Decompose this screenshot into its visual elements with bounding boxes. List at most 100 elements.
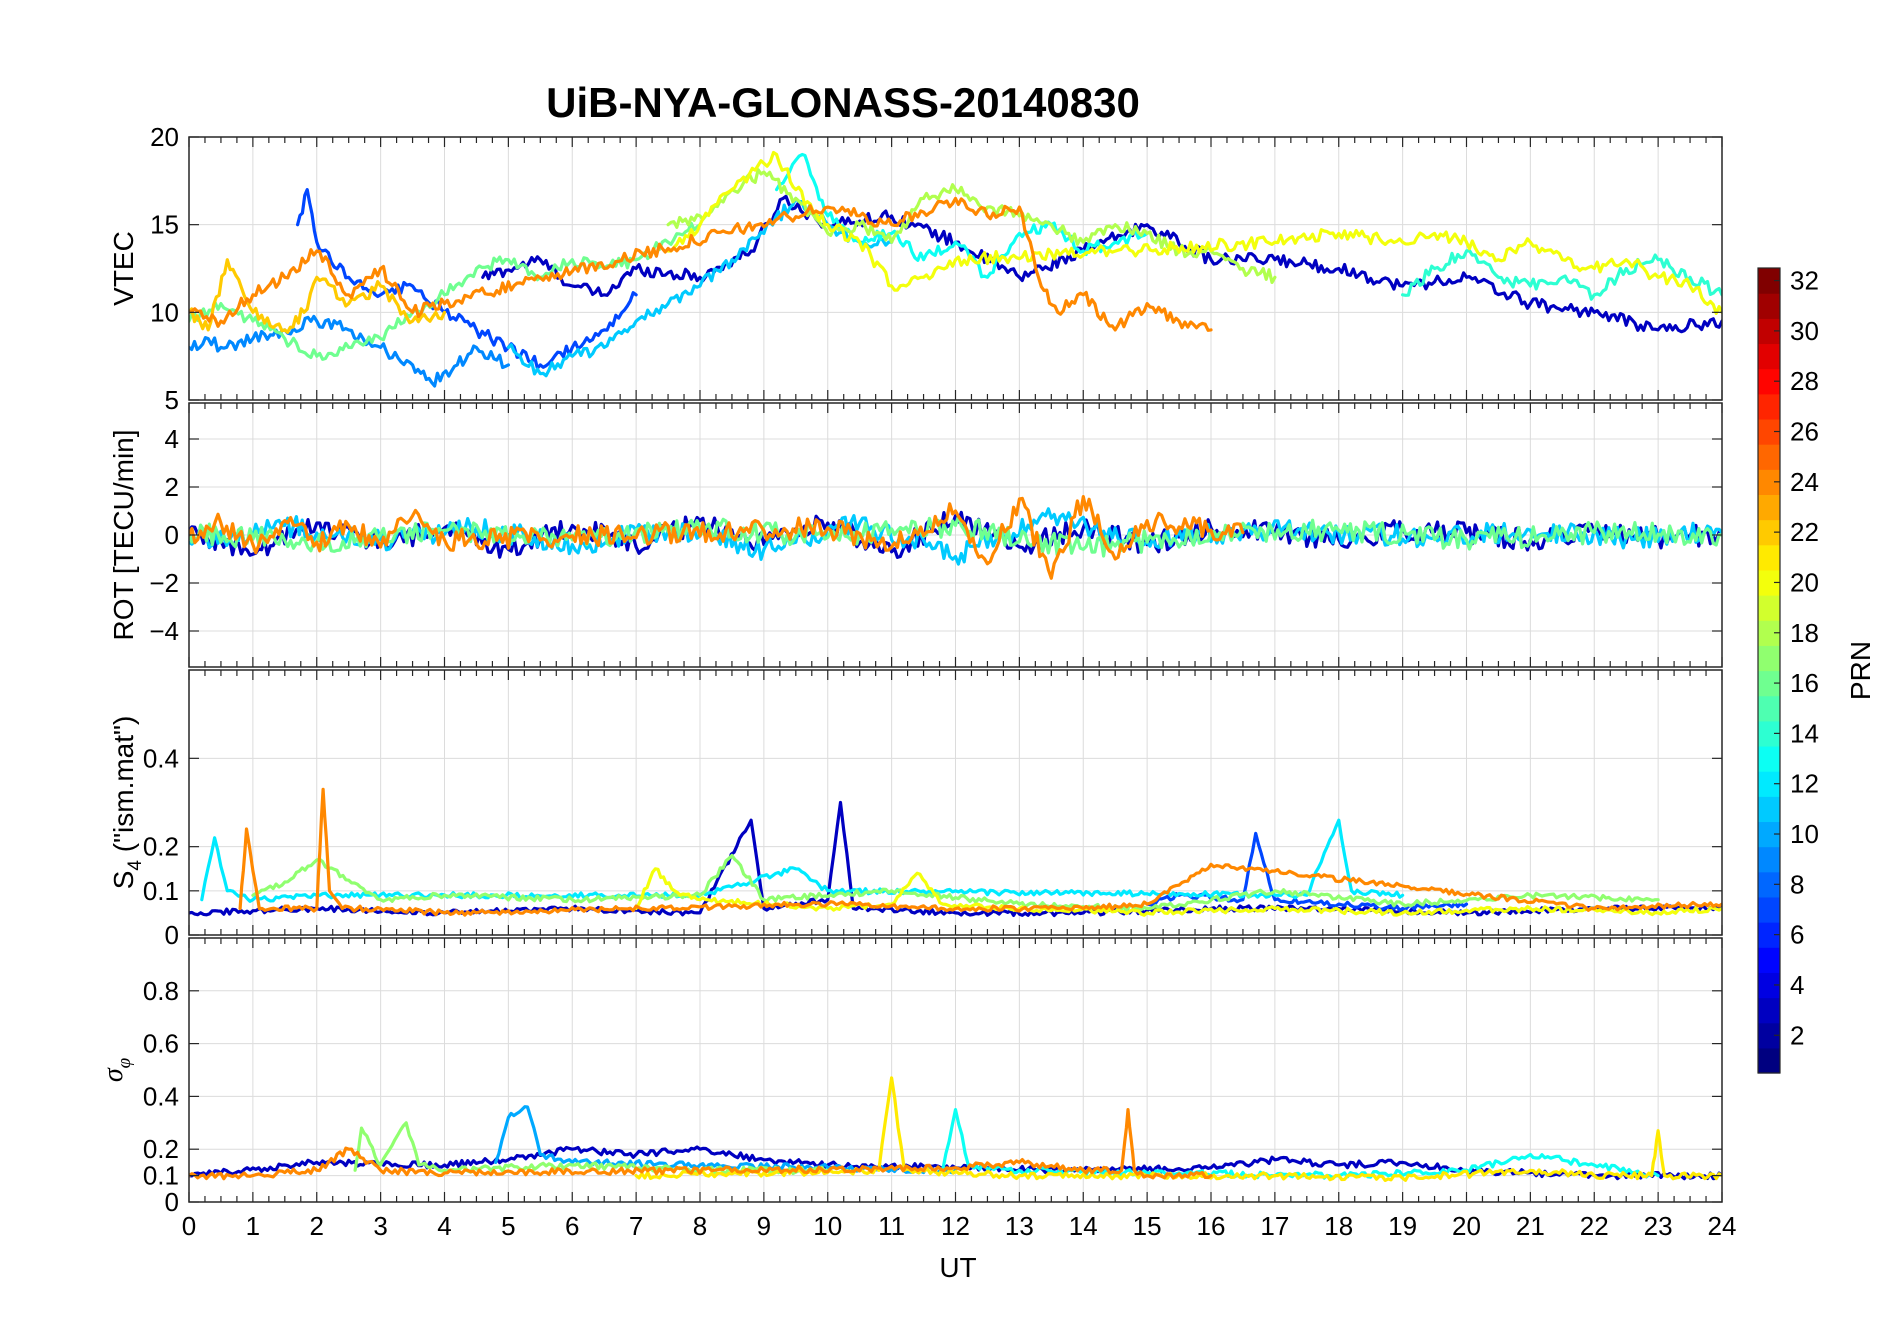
x-tick-label: 22 [1580, 1211, 1609, 1241]
x-tick-label: 19 [1388, 1211, 1417, 1241]
colorbar-tick-label: 14 [1790, 718, 1819, 748]
y-tick-label: −2 [149, 568, 179, 598]
colorbar-swatch [1758, 896, 1780, 923]
y-tick-label: −4 [149, 616, 179, 646]
series-prn-3 [189, 510, 1722, 559]
y-tick-label: 0 [165, 520, 179, 550]
series-prn-17 [251, 853, 1660, 912]
x-tick-label: 2 [310, 1211, 324, 1241]
panel-s4: 0 0.1 0.2 0.4S4 ("ism.mat") [108, 669, 1723, 950]
series-prn-24 [189, 196, 1213, 332]
colorbar-swatch [1758, 871, 1780, 898]
colorbar-swatch [1758, 1022, 1780, 1049]
y-tick-label: 0.4 [143, 743, 179, 773]
colorbar-swatch [1758, 268, 1780, 294]
series-prn-7 [1145, 831, 1469, 912]
colorbar-swatch [1758, 494, 1780, 521]
y-tick-label: 15 [150, 210, 179, 240]
x-tick-label: 17 [1260, 1211, 1289, 1241]
colorbar-tick-label: 22 [1790, 517, 1819, 547]
colorbar-swatch [1758, 821, 1780, 848]
colorbar-swatch [1758, 318, 1780, 345]
colorbar-tick-label: 24 [1790, 467, 1819, 497]
colorbar-tick-label: 2 [1790, 1020, 1804, 1050]
y-tick-label: 4 [165, 424, 179, 454]
colorbar-swatch [1758, 595, 1780, 621]
colorbar-swatch [1758, 997, 1780, 1024]
colorbar-swatch [1758, 846, 1780, 873]
y-tick-label: 0.8 [143, 976, 179, 1006]
colorbar-swatch [1758, 343, 1780, 370]
colorbar-swatch [1758, 469, 1780, 496]
y-tick-label: 0.2 [143, 1134, 179, 1164]
series-prn-3 [481, 194, 1722, 334]
colorbar-swatch [1758, 620, 1780, 646]
colorbar-tick-label: 12 [1790, 769, 1819, 799]
colorbar-swatch [1758, 1047, 1780, 1074]
x-tick-label: 24 [1708, 1211, 1737, 1241]
series-prn-24 [189, 495, 1245, 580]
colorbar-tick-label: 18 [1790, 618, 1819, 648]
colorbar-tick-label: 16 [1790, 668, 1819, 698]
panel-vtec: 5 10 15 20 VTEC [108, 122, 1723, 415]
series-prn-9 [189, 314, 510, 388]
traces [189, 1076, 1722, 1182]
y-tick-label: 20 [150, 122, 179, 152]
colorbar-swatch [1758, 418, 1780, 445]
colorbar-swatch [1758, 293, 1780, 319]
x-tick-label: 3 [373, 1211, 387, 1241]
x-tick-label: 7 [629, 1211, 643, 1241]
y-axis-label: VTEC [108, 231, 139, 306]
x-tick-label: 21 [1516, 1211, 1545, 1241]
colorbar-swatch [1758, 544, 1780, 571]
colorbar-tick-label: 10 [1790, 819, 1819, 849]
y-tick-label: 0 [165, 1187, 179, 1217]
series-prn-12 [200, 818, 1405, 903]
traces [189, 495, 1722, 580]
panel-sigma_phi: 00.10.20.40.60.80 1 2 3 4 5 6 7 8 9 10 11 12 13 14 15 16… [98, 937, 1737, 1241]
x-tick-label: 1 [246, 1211, 260, 1241]
colorbar-swatch [1758, 796, 1780, 823]
y-axis-label: ROT [TECU/min] [108, 429, 139, 640]
traces [189, 150, 1722, 388]
colorbar-swatch [1758, 368, 1780, 395]
colorbar-swatch [1758, 393, 1780, 420]
colorbar-swatch [1758, 972, 1780, 999]
series-prn-14 [1401, 248, 1722, 301]
x-tick-label: 10 [813, 1211, 842, 1241]
y-tick-label: 0.4 [143, 1081, 179, 1111]
y-tick-label: 5 [165, 385, 179, 415]
series-prn-24 [238, 787, 1722, 917]
colorbar-swatch [1758, 670, 1780, 697]
colorbar-tick-label: 6 [1790, 920, 1804, 950]
colorbar-swatch [1758, 444, 1780, 470]
x-tick-label: 16 [1197, 1211, 1226, 1241]
colorbar-tick-label: 28 [1790, 366, 1819, 396]
colorbar-tick-label: 8 [1790, 869, 1804, 899]
colorbar-label: PRN [1845, 641, 1876, 700]
series-prn-13 [775, 152, 1149, 279]
colorbar-frame [1757, 267, 1781, 1074]
colorbar-tick-label: 4 [1790, 970, 1804, 1000]
panel-rot: −4 −2 0 2 4 ROT [TECU/min] [108, 402, 1723, 668]
colorbar-swatch [1758, 645, 1780, 672]
x-tick-label: 14 [1069, 1211, 1098, 1241]
series-prn-24 [189, 1108, 1213, 1181]
colorbar-tick-label: 32 [1790, 266, 1819, 296]
series-prn-22 [189, 258, 447, 334]
x-tick-label: 18 [1324, 1211, 1353, 1241]
y-tick-label: 2 [165, 472, 179, 502]
x-tick-label: 12 [941, 1211, 970, 1241]
y-tick-label: 0 [165, 920, 179, 950]
y-tick-label: 10 [150, 297, 179, 327]
x-tick-label: 13 [1005, 1211, 1034, 1241]
colorbar-tick-label: 20 [1790, 567, 1819, 597]
series-prn-7 [296, 188, 638, 370]
series-prn-20 [666, 150, 1722, 315]
y-axis-label: σφ [98, 1058, 135, 1082]
colorbar-swatch [1758, 771, 1780, 797]
colorbar-tick-label: 26 [1790, 417, 1819, 447]
series-prn-18 [666, 168, 1277, 284]
